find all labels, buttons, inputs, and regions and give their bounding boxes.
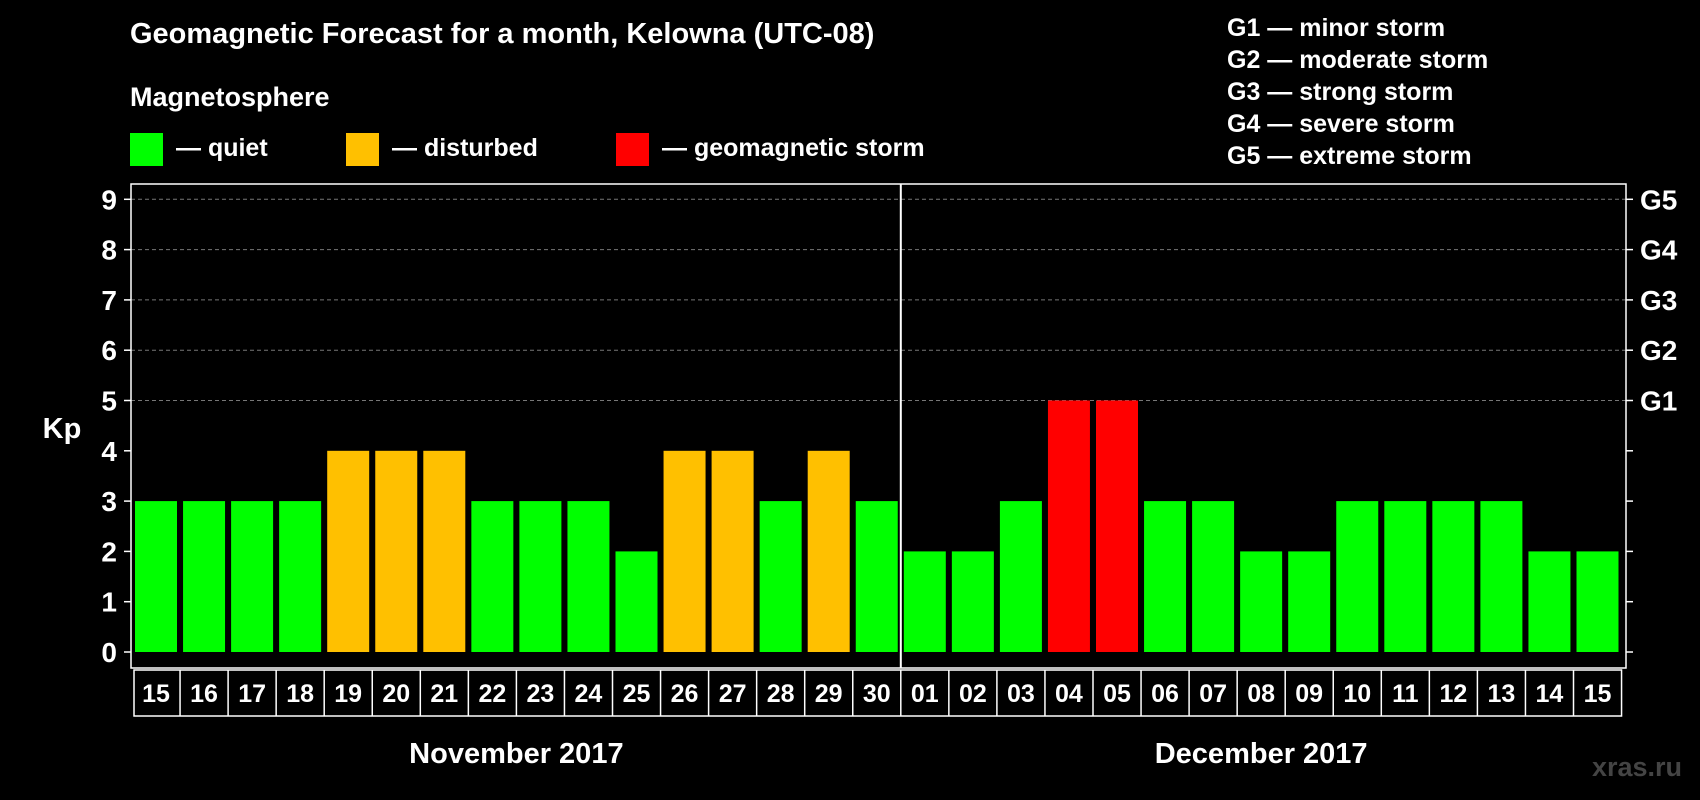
day-label: 30: [863, 680, 891, 708]
right-tick-label: G1: [1640, 386, 1677, 417]
bar: [1047, 400, 1090, 652]
y-tick-label: 6: [101, 335, 117, 366]
right-tick-label: G5: [1640, 184, 1677, 215]
day-label: 05: [1103, 680, 1131, 708]
day-label: 06: [1151, 680, 1179, 708]
bar: [951, 551, 994, 652]
day-label: 11: [1392, 680, 1419, 708]
bar: [1336, 501, 1379, 652]
bar: [663, 450, 706, 652]
legend-swatch-storm: [616, 133, 649, 166]
storm-level-legend: G1 — minor storm G2 — moderate storm G3 …: [1227, 12, 1488, 172]
day-label: 27: [719, 680, 747, 708]
day-label: 17: [238, 680, 266, 708]
bar: [327, 450, 370, 652]
legend-label-quiet: — quiet: [176, 134, 268, 162]
day-label: 22: [478, 680, 506, 708]
legend-title: Magnetosphere: [130, 82, 330, 112]
storm-level-g1: G1 — minor storm: [1227, 14, 1446, 42]
right-tick-label: G4: [1640, 235, 1678, 266]
bar: [1096, 400, 1138, 652]
day-label: 15: [142, 680, 170, 708]
day-label: 12: [1439, 680, 1467, 708]
bar: [759, 501, 802, 652]
bar: [1480, 501, 1523, 652]
day-label: 21: [430, 680, 458, 708]
day-label: 25: [623, 680, 651, 708]
day-label: 09: [1295, 680, 1323, 708]
bar: [1144, 501, 1187, 652]
y-tick-label: 9: [101, 184, 117, 215]
y-axis-label: Kp: [43, 413, 82, 445]
day-label: 13: [1487, 680, 1515, 708]
legend-swatch-disturbed: [346, 133, 379, 166]
bar: [567, 501, 610, 652]
bar: [1192, 501, 1235, 652]
day-label: 15: [1584, 680, 1612, 708]
storm-level-g2: G2 — moderate storm: [1227, 46, 1489, 74]
bar: [1432, 501, 1475, 652]
month-label: December 2017: [1155, 738, 1368, 770]
watermark: xras.ru: [1591, 752, 1682, 782]
right-tick-label: G2: [1640, 335, 1677, 366]
bar: [1288, 551, 1331, 652]
bar: [1576, 551, 1619, 652]
day-label: 18: [286, 680, 314, 708]
day-label: 10: [1343, 680, 1371, 708]
bar: [183, 501, 226, 652]
day-label: 20: [382, 680, 410, 708]
y-tick-label: 0: [101, 637, 117, 668]
day-label: 23: [526, 680, 554, 708]
day-label: 14: [1536, 680, 1564, 708]
bar: [1240, 551, 1283, 652]
bar: [999, 501, 1042, 652]
day-label: 07: [1199, 680, 1227, 708]
y-tick-label: 8: [101, 235, 117, 266]
bar: [615, 551, 658, 652]
y-tick-label: 3: [101, 486, 117, 517]
bar: [231, 501, 274, 652]
storm-level-g3: G3 — strong storm: [1227, 78, 1454, 106]
day-label: 03: [1007, 680, 1035, 708]
legend-label-disturbed: — disturbed: [392, 134, 538, 162]
day-label: 08: [1247, 680, 1275, 708]
y-tick-label: 1: [101, 587, 117, 618]
day-label: 01: [911, 680, 939, 708]
bar: [135, 501, 177, 652]
day-label: 29: [815, 680, 843, 708]
bar: [1384, 501, 1427, 652]
bar: [519, 501, 562, 652]
y-tick-label: 7: [101, 285, 117, 316]
legend-swatch-quiet: [130, 133, 163, 166]
day-label: 28: [767, 680, 795, 708]
bar: [375, 450, 418, 652]
bar: [903, 551, 946, 652]
day-label: 24: [575, 680, 603, 708]
day-label: 16: [190, 680, 218, 708]
legend-label-storm: — geomagnetic storm: [662, 134, 925, 162]
bar: [807, 450, 850, 652]
day-label: 26: [671, 680, 699, 708]
month-label: November 2017: [409, 738, 623, 770]
y-tick-label: 5: [101, 386, 117, 417]
bar: [279, 501, 322, 652]
day-label: 04: [1055, 680, 1083, 708]
bar: [471, 501, 514, 652]
y-tick-label: 4: [101, 436, 117, 467]
bar: [711, 450, 754, 652]
bar: [1528, 551, 1571, 652]
storm-level-g5: G5 — extreme storm: [1227, 142, 1472, 170]
plot-frame: [130, 183, 1627, 669]
bar: [423, 450, 466, 652]
bar: [855, 501, 898, 652]
y-tick-label: 2: [101, 536, 117, 567]
day-label: 02: [959, 680, 987, 708]
page-title: Geomagnetic Forecast for a month, Kelown…: [130, 18, 875, 50]
day-row-frame: [133, 669, 1623, 717]
right-tick-label: G3: [1640, 285, 1677, 316]
day-label: 19: [334, 680, 362, 708]
storm-level-g4: G4 — severe storm: [1227, 110, 1455, 138]
